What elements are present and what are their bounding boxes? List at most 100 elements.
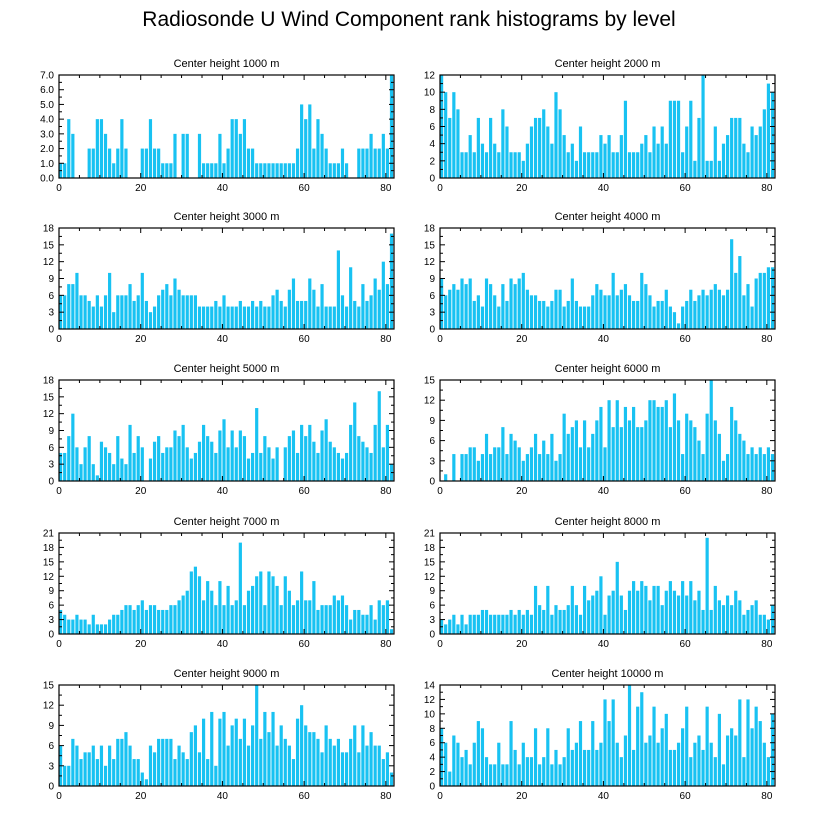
histogram-bar [385,752,390,786]
x-tick-label: 20 [516,183,528,194]
histogram-bar [640,143,644,178]
histogram-bar [554,289,558,329]
histogram-bar [324,725,328,786]
histogram-bar [373,424,377,481]
histogram-bar [144,609,148,634]
histogram-bar [332,163,336,178]
histogram-bar [595,420,599,481]
histogram-bar [664,713,668,786]
histogram-bar [120,295,124,329]
histogram-bar [660,605,664,634]
histogram-bar [336,600,340,634]
histogram-bar [140,600,144,634]
histogram-bar [701,289,705,329]
histogram-bar [709,160,713,178]
histogram-bar [685,300,689,329]
histogram-bar [206,163,210,178]
histogram-bar [361,614,365,634]
histogram-bar [730,239,734,329]
histogram-bar [709,289,713,329]
histogram-bar [603,295,607,329]
y-tick-label: 6 [48,443,54,454]
histogram-bar [721,764,726,786]
histogram-bar [542,109,546,178]
y-tick-label: 2.0 [40,144,54,155]
histogram-bar [226,745,230,786]
histogram-bar [291,278,296,329]
histogram-bar [353,402,357,481]
histogram-bar [67,436,71,481]
histogram-bar [201,600,206,634]
histogram-bar [193,452,198,481]
histogram-bar [627,590,632,634]
histogram-bar [116,738,120,786]
histogram-bar [165,284,169,329]
histogram-bar [161,452,165,481]
histogram-bar [582,749,587,786]
x-tick-label: 60 [299,183,311,194]
histogram-bar [259,300,263,329]
histogram-bar [554,92,558,178]
histogram-bar [529,614,534,634]
x-tick-label: 20 [135,486,147,497]
histogram-bar [377,745,381,786]
histogram-bar [595,749,599,786]
x-tick-label: 80 [380,791,392,802]
panel-title: Center height 4000 m [555,211,661,223]
histogram-bar [185,133,189,178]
histogram-bar [762,454,766,481]
histogram-bar [444,474,448,481]
histogram-bar [275,289,279,329]
y-tick-label: 12 [43,409,55,420]
histogram-bar [87,752,91,786]
histogram-bar [497,306,501,329]
histogram-bar [91,464,95,481]
histogram-bar [452,284,456,329]
histogram-bar [456,742,460,786]
histogram-bar [697,735,701,786]
histogram-bar [730,605,734,634]
histogram-panel: Center height 3000 m 0 20 40 60 80 0 3 6 9 12 15 18 [43,211,395,345]
histogram-bar [332,745,336,786]
histogram-bar [214,163,218,178]
histogram-bar [336,452,340,481]
histogram-bar [246,590,251,634]
histogram-bar [271,576,275,634]
histogram-bar [578,306,583,329]
histogram-bar [267,732,271,786]
histogram-bar [505,126,509,178]
x-tick-label: 80 [761,791,773,802]
histogram-bar [95,624,99,634]
histogram-bar [595,590,599,634]
histogram-bar [381,605,385,634]
histogram-bar [91,614,95,634]
histogram-bar [611,152,615,178]
histogram-bar [750,728,754,786]
histogram-bar [177,289,181,329]
histogram-bar [484,609,489,634]
histogram-bar [603,699,607,786]
histogram-bar [300,705,304,786]
histogram-bar [373,278,377,329]
histogram-bar [558,454,562,481]
histogram-bar [444,742,448,786]
histogram-bar [746,699,750,786]
histogram-bar [456,289,460,329]
histogram-bar [87,300,91,329]
histogram-bar [750,306,754,329]
histogram-bar [672,100,677,178]
histogram-bar [574,300,579,329]
histogram-bar [320,752,324,786]
histogram-bar [193,725,198,786]
y-tick-label: 15 [43,681,55,692]
histogram-bar [505,764,509,786]
panel-title: Center height 3000 m [174,211,280,223]
histogram-bar [725,289,730,329]
histogram-bar [713,420,717,481]
histogram-bar [108,619,112,634]
histogram-bar [99,624,104,634]
histogram-bar [300,571,304,634]
histogram-bar [615,295,619,329]
histogram-bar [685,413,689,481]
histogram-bar [578,126,583,178]
